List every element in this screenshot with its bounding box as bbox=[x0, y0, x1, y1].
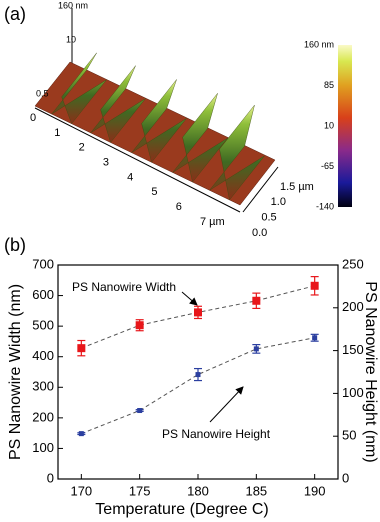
x-axis-label: 5 bbox=[151, 186, 157, 198]
y-tick-label: 600 bbox=[32, 287, 54, 302]
y-axis-label: 0.5 bbox=[261, 212, 276, 224]
marker bbox=[135, 321, 144, 330]
y2-tick-label: 0 bbox=[342, 470, 349, 485]
marker bbox=[77, 344, 86, 353]
annotation: PS Nanowire Width bbox=[72, 280, 176, 294]
marker bbox=[310, 281, 319, 290]
marker bbox=[137, 408, 143, 414]
x-axis-label: 0 bbox=[30, 112, 36, 124]
y2-tick-label: 150 bbox=[342, 342, 364, 357]
colorbar bbox=[338, 45, 352, 207]
marker bbox=[78, 431, 84, 437]
nanowire-ridge bbox=[209, 104, 265, 201]
x-tick-label: 175 bbox=[129, 483, 151, 498]
colorbar-label: 160 nm bbox=[304, 39, 334, 49]
panel-label: (b) bbox=[4, 235, 26, 255]
marker bbox=[194, 308, 202, 317]
y-tick-label: 100 bbox=[32, 440, 54, 455]
y-tick-label: 500 bbox=[32, 318, 54, 333]
y-axis-label: 0.0 bbox=[252, 227, 267, 239]
marker bbox=[312, 335, 318, 341]
z-axis-label: 160 nm bbox=[58, 0, 88, 10]
afm-surface bbox=[34, 8, 279, 213]
nanowire-ridge bbox=[90, 65, 146, 143]
y-axis-label: PS Nanowire Width (nm) bbox=[7, 284, 24, 460]
x-axis-label: Temperature (Degree C) bbox=[95, 501, 268, 518]
x-tick-label: 170 bbox=[70, 483, 92, 498]
annotation-arrow bbox=[181, 291, 198, 306]
y2-tick-label: 250 bbox=[342, 256, 364, 271]
colorbar-label: 85 bbox=[324, 80, 334, 90]
x-axis-label: 4 bbox=[127, 171, 133, 183]
marker bbox=[253, 346, 259, 352]
x-axis-label: 3 bbox=[103, 156, 109, 168]
y-tick-label: 700 bbox=[32, 256, 54, 271]
y2-tick-label: 100 bbox=[342, 385, 364, 400]
annotation: PS Nanowire Height bbox=[162, 427, 271, 441]
nanowire-ridge bbox=[51, 52, 107, 125]
y2-axis-label: PS Nanowire Height (nm) bbox=[362, 281, 379, 462]
y-tick-label: 200 bbox=[32, 409, 54, 424]
marker bbox=[252, 296, 261, 305]
y-axis-label: 1.5 µm bbox=[280, 181, 314, 193]
x-tick-label: 180 bbox=[187, 483, 209, 498]
z-axis-label: 0.5 bbox=[36, 88, 49, 98]
y-tick-label: 400 bbox=[32, 348, 54, 363]
colorbar-label: 10 bbox=[324, 120, 334, 130]
y-tick-label: 300 bbox=[32, 379, 54, 394]
y2-tick-label: 200 bbox=[342, 299, 364, 314]
marker bbox=[195, 372, 201, 378]
annotation-arrow bbox=[209, 386, 244, 423]
x-tick-label: 190 bbox=[304, 483, 326, 498]
panel-label: (a) bbox=[4, 4, 26, 24]
nanowire-ridge bbox=[172, 93, 228, 183]
y-tick-label: 0 bbox=[47, 470, 54, 485]
x-tick-label: 185 bbox=[245, 483, 267, 498]
y2-tick-label: 50 bbox=[342, 428, 356, 443]
nanowire-ridge bbox=[131, 79, 187, 163]
y-axis-label: 1.0 bbox=[271, 196, 286, 208]
z-axis-label: 10 bbox=[66, 34, 76, 44]
x-axis-label: 6 bbox=[176, 201, 182, 213]
x-axis-label: 1 bbox=[54, 127, 60, 139]
colorbar-label: -140 bbox=[316, 201, 334, 211]
colorbar-label: -65 bbox=[321, 161, 334, 171]
x-axis-label: 2 bbox=[79, 142, 85, 154]
x-axis-label: 7 µm bbox=[200, 216, 225, 228]
series-line bbox=[81, 337, 315, 435]
